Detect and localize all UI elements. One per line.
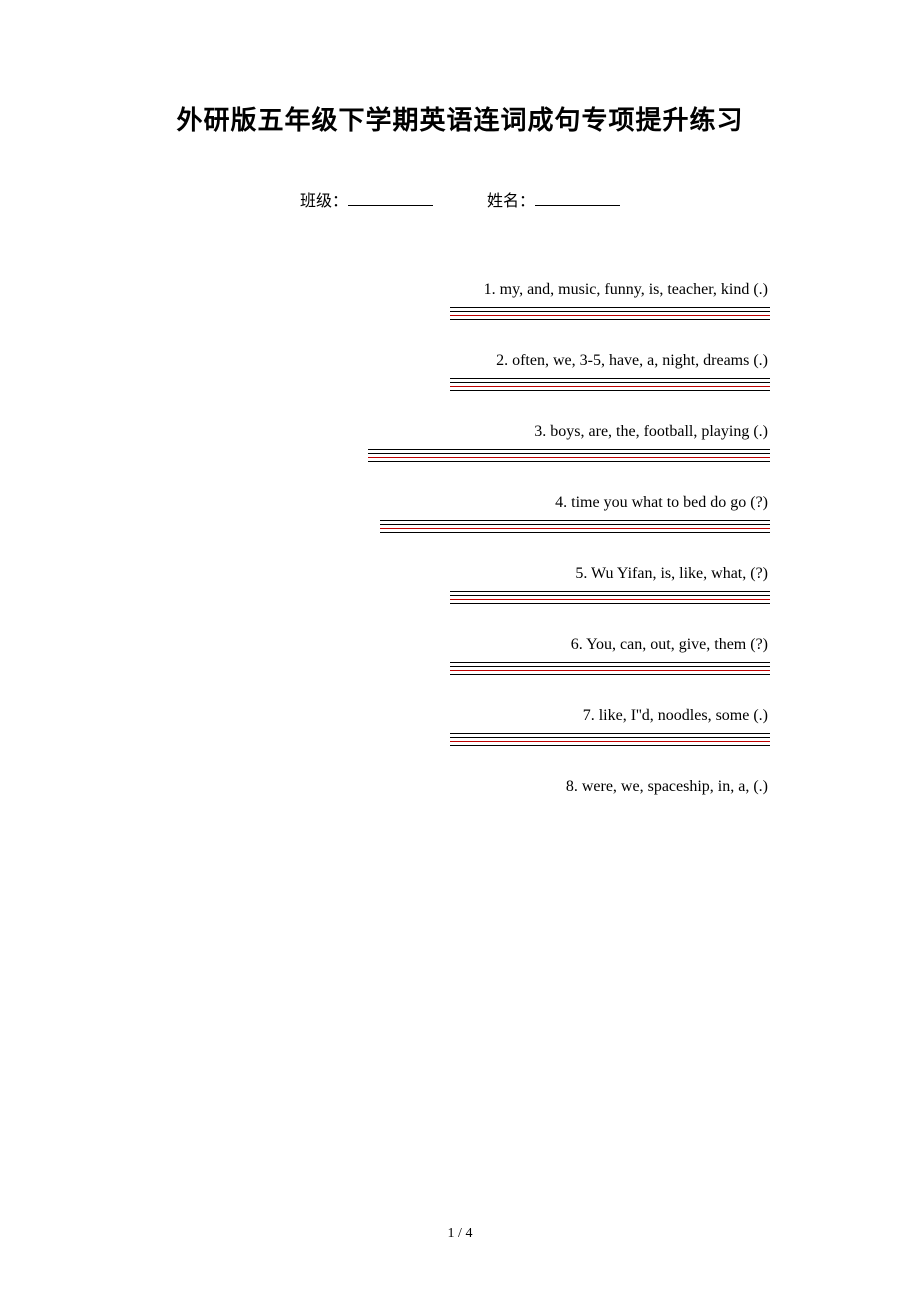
class-label: 班级： <box>300 187 348 211</box>
answer-line <box>380 524 770 525</box>
answer-lines <box>150 307 770 320</box>
answer-line-red <box>450 741 770 742</box>
answer-line <box>450 319 770 320</box>
question-text: 8. were, we, spaceship, in, a, (.) <box>150 778 770 796</box>
answer-line <box>450 666 770 667</box>
page-title: 外研版五年级下学期英语连词成句专项提升练习 <box>150 100 770 137</box>
answer-line <box>380 520 770 521</box>
answer-line-red <box>450 315 770 316</box>
answer-line <box>450 311 770 312</box>
answer-line-red <box>450 670 770 671</box>
answer-lines <box>150 449 770 462</box>
answer-line <box>450 603 770 604</box>
answer-line <box>450 737 770 738</box>
question-text: 4. time you what to bed do go (?) <box>150 494 770 512</box>
info-row: 班级： 姓名： <box>150 187 770 211</box>
answer-lines <box>150 378 770 391</box>
answer-line <box>368 453 770 454</box>
answer-line <box>450 745 770 746</box>
answer-line <box>450 382 770 383</box>
question-text: 6. You, can, out, give, them (?) <box>150 636 770 654</box>
answer-line <box>450 390 770 391</box>
answer-line <box>450 733 770 734</box>
answer-line-red <box>380 528 770 529</box>
answer-line <box>450 662 770 663</box>
answer-line <box>450 595 770 596</box>
question-block: 3. boys, are, the, football, playing (.) <box>150 423 770 462</box>
name-label: 姓名： <box>487 187 535 211</box>
answer-lines <box>150 662 770 675</box>
answer-lines <box>150 591 770 604</box>
question-text: 7. like, I''d, noodles, some (.) <box>150 707 770 725</box>
question-block: 6. You, can, out, give, them (?) <box>150 636 770 675</box>
question-text: 2. often, we, 3-5, have, a, night, dream… <box>150 352 770 370</box>
question-block: 8. were, we, spaceship, in, a, (.) <box>150 778 770 796</box>
name-underline <box>535 205 620 206</box>
question-block: 2. often, we, 3-5, have, a, night, dream… <box>150 352 770 391</box>
answer-line-red <box>450 386 770 387</box>
questions-container: 1. my, and, music, funny, is, teacher, k… <box>150 281 770 796</box>
answer-line <box>368 449 770 450</box>
answer-line <box>450 307 770 308</box>
answer-line <box>368 461 770 462</box>
question-block: 7. like, I''d, noodles, some (.) <box>150 707 770 746</box>
question-block: 1. my, and, music, funny, is, teacher, k… <box>150 281 770 320</box>
answer-line-red <box>450 599 770 600</box>
answer-line-red <box>368 457 770 458</box>
answer-line <box>450 674 770 675</box>
answer-line <box>450 591 770 592</box>
question-text: 1. my, and, music, funny, is, teacher, k… <box>150 281 770 299</box>
question-block: 4. time you what to bed do go (?) <box>150 494 770 533</box>
question-text: 3. boys, are, the, football, playing (.) <box>150 423 770 441</box>
answer-line <box>450 378 770 379</box>
page-number: 1 / 4 <box>448 1226 473 1242</box>
question-text: 5. Wu Yifan, is, like, what, (?) <box>150 565 770 583</box>
answer-lines <box>150 520 770 533</box>
answer-line <box>380 532 770 533</box>
question-block: 5. Wu Yifan, is, like, what, (?) <box>150 565 770 604</box>
class-underline <box>348 205 433 206</box>
answer-lines <box>150 733 770 746</box>
